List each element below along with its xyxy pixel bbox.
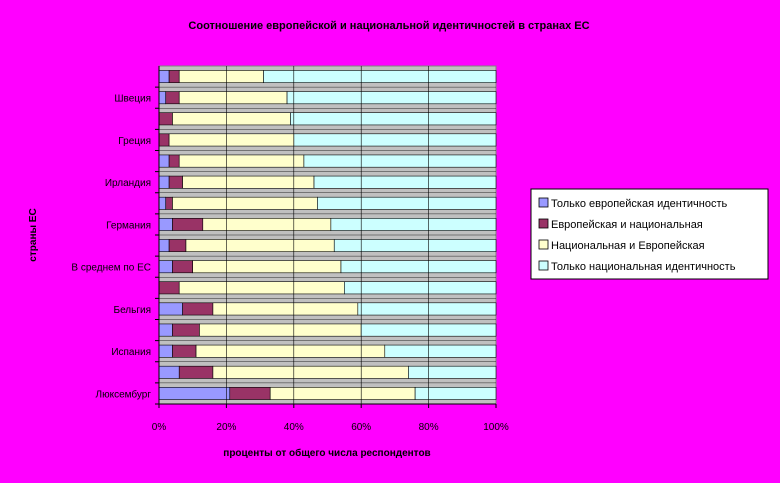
gridlines: [158, 66, 496, 405]
bar-segment-row7-series2: [185, 239, 335, 252]
bar-segment-row12-series1: [158, 133, 170, 147]
bar-segment-row1-series2: [212, 365, 409, 379]
bar-segment-row1-series3: [408, 365, 497, 379]
bar-segment-row3-series1: [172, 323, 200, 337]
bar-segment-row7-series3: [333, 239, 497, 252]
bar-segment-row1-series0: [158, 365, 180, 379]
bar-segment-row4-series0: [158, 302, 183, 316]
bar-segment-row14-series2: [178, 91, 288, 105]
bar-segment-row13-series1: [158, 112, 173, 126]
legend-entry: Национальная и Европейская: [551, 240, 705, 252]
bar-segment-row10-series3: [313, 175, 497, 189]
bar-segment-row6-series1: [172, 260, 193, 274]
bar-segment-row11-series3: [303, 154, 497, 168]
bar-segment-row3-series2: [199, 323, 362, 337]
bar-segment-row9-series0: [158, 196, 167, 210]
bar-segment-row11-series1: [168, 154, 180, 168]
bar-segment-row4-series3: [357, 302, 497, 316]
y-tick-label: В среднем по ЕС: [71, 263, 151, 274]
y-axis-label: страны ЕС: [28, 208, 39, 261]
bar-segment-row2-series0: [158, 344, 173, 358]
bar-segment-row8-series2: [202, 218, 332, 231]
y-tick-label: Ирландия: [105, 178, 151, 189]
bar-segment-row11-series2: [178, 154, 305, 168]
bar-segment-row4-series2: [212, 302, 359, 316]
bar-segment-row15-series2: [178, 70, 264, 83]
bar-segment-row6-series2: [192, 260, 342, 274]
bar-segment-row3-series0: [158, 323, 173, 337]
bar-segment-row0-series2: [269, 387, 416, 400]
bar-segment-row0-series0: [158, 387, 231, 400]
bar-segment-row8-series1: [172, 218, 204, 231]
bar-segment-row4-series1: [182, 302, 214, 316]
legend-entry: Европейская и национальная: [551, 219, 703, 231]
legend-box: [530, 188, 769, 280]
bar-segment-row2-series3: [384, 344, 497, 358]
bars-group: [158, 70, 497, 400]
x-axis-tick-labels: 0% 20% 40% 60% 80% 100%: [152, 404, 509, 433]
bar-segment-row13-series3: [290, 112, 497, 126]
bar-segment-row0-series1: [229, 387, 271, 400]
bar-segment-row9-series1: [165, 196, 173, 210]
legend-swatch: [538, 260, 549, 271]
bar-segment-row6-series0: [158, 260, 173, 274]
bar-segment-row6-series3: [340, 260, 497, 274]
bar-segment-row14-series1: [165, 91, 180, 105]
bar-segment-row12-series3: [293, 133, 497, 147]
legend-swatch: [538, 197, 549, 208]
bar-segment-row7-series0: [158, 239, 170, 252]
x-axis-label: проценты от общего числа респондентов: [223, 447, 430, 459]
bar-segment-row15-series0: [158, 70, 170, 83]
legend-entry: Только национальная идентичность: [551, 261, 736, 273]
bar-segment-row12-series2: [168, 133, 295, 147]
legend-entry: Только европейская идентичность: [551, 198, 727, 210]
bar-segment-row14-series3: [286, 91, 497, 105]
y-tick-label: Люксембург: [96, 388, 152, 400]
bar-segment-row10-series2: [182, 175, 315, 189]
bar-segment-row15-series3: [263, 70, 497, 83]
bar-segment-row13-series2: [172, 112, 291, 126]
bar-segment-row10-series0: [158, 175, 170, 189]
bar-segment-row9-series2: [172, 196, 318, 210]
legend-swatch: [538, 239, 549, 250]
bar-segment-row2-series2: [195, 344, 386, 358]
legend-swatch: [538, 218, 549, 229]
legend: Только европейская идентичность Европейск…: [530, 188, 769, 280]
bar-segment-row14-series0: [158, 91, 167, 105]
y-tick-label: Германия: [106, 220, 151, 231]
bar-segment-row15-series1: [168, 70, 180, 83]
bar-segment-row0-series3: [414, 387, 497, 400]
bar-segment-row2-series1: [172, 344, 197, 358]
bar-segment-row11-series0: [158, 154, 170, 168]
bar-segment-row5-series3: [344, 281, 497, 295]
y-tick-label: Швеция: [114, 94, 151, 105]
bar-segment-row9-series3: [317, 196, 497, 210]
x-tick-label: 60%: [351, 422, 371, 433]
bar-segment-row5-series2: [178, 281, 345, 295]
bar-segment-row5-series1: [158, 281, 180, 295]
x-tick-label: 0%: [152, 422, 167, 433]
y-tick-label: Бельгия: [114, 305, 152, 316]
y-axis-tick-labels: Люксембург Испания Бельгия В среднем по ЕС Г…: [71, 86, 159, 405]
bar-segment-row10-series1: [168, 175, 183, 189]
bar-segment-row1-series1: [178, 365, 214, 379]
bar-segment-row8-series3: [330, 218, 497, 231]
x-tick-label: 80%: [419, 422, 439, 433]
x-tick-label: 20%: [216, 422, 236, 433]
x-tick-label: 40%: [284, 422, 304, 433]
y-tick-label: Греция: [118, 136, 151, 147]
chart-title: Соотношение европейской и национальной и…: [188, 20, 589, 32]
x-tick-label: 100%: [483, 422, 509, 433]
y-tick-label: Испания: [111, 347, 151, 358]
bar-segment-row7-series1: [168, 239, 187, 252]
bar-segment-row8-series0: [158, 218, 173, 231]
